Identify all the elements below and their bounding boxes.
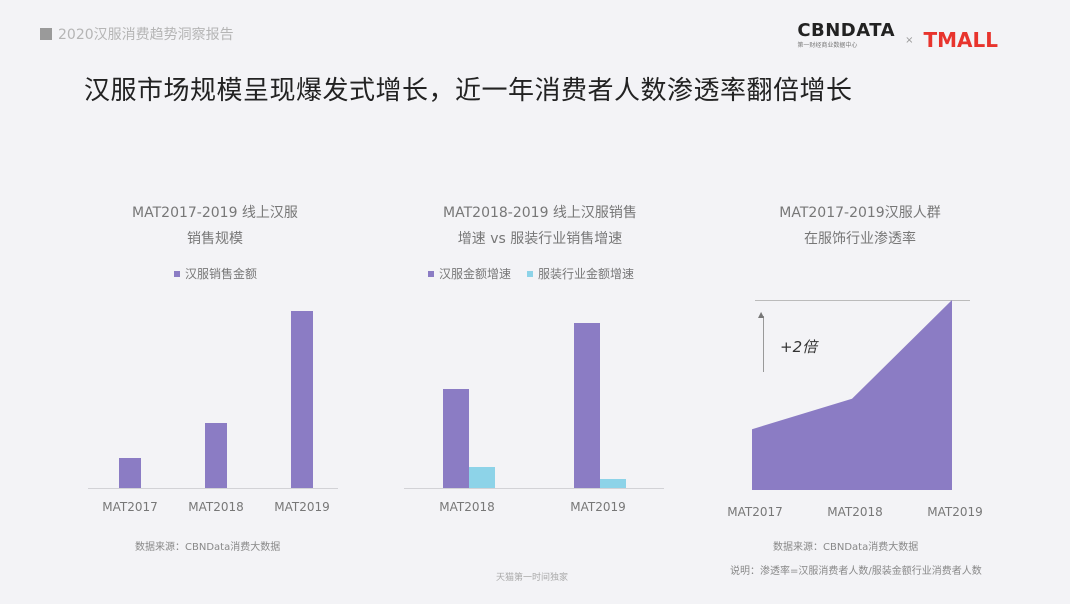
chart2-legend-label-2: 服装行业金额增速 [538, 267, 635, 281]
chart1-xtick-MAT2019: MAT2019 [274, 500, 330, 514]
logo-group: CBNDATA 第一财经商业数据中心 × TMALL [797, 20, 998, 52]
chart3-source: 数据来源：CBNData消费大数据 [773, 542, 919, 553]
chart2-legend-item-1: 汉服金额增速 [428, 265, 511, 282]
chart2-legend-item-2: 服装行业金额增速 [527, 265, 634, 282]
chart2-axis [404, 488, 664, 489]
chart2-xtick-MAT2018: MAT2018 [439, 500, 495, 514]
chart1-xtick-MAT2017: MAT2017 [102, 500, 158, 514]
chart2-legend: 汉服金额增速 服装行业金额增速 [428, 265, 634, 282]
chart3-title: MAT2017-2019汉服人群 在服饰行业渗透率 [735, 200, 985, 252]
report-square-icon [40, 28, 52, 40]
chart3-area-svg [752, 300, 952, 490]
chart2-title-line2: 增速 vs 服装行业销售增速 [457, 231, 623, 247]
chart1-title-line2: 销售规模 [187, 231, 243, 247]
report-tag-text: 2020汉服消费趋势洞察报告 [58, 27, 234, 43]
cbndata-logo: CBNDATA 第一财经商业数据中心 [797, 20, 896, 50]
chart3-xtick-MAT2017: MAT2017 [727, 505, 783, 519]
chart3-xtick-MAT2019: MAT2019 [927, 505, 983, 519]
chart3-annotation: +2倍 [780, 338, 818, 356]
chart1-legend-item: 汉服销售金额 [174, 265, 257, 282]
chart3-note: 说明：渗透率=汉服消费者人数/服装金额行业消费者人数 [730, 566, 982, 577]
chart3-title-line1: MAT2017-2019汉服人群 [779, 205, 941, 221]
chart1-bar-MAT2018 [205, 423, 227, 488]
chart1-xtick-MAT2018: MAT2018 [188, 500, 244, 514]
chart1-bar-MAT2019 [291, 311, 313, 488]
chart2-bar-purple-MAT2019 [574, 322, 600, 488]
arrow-up-icon: ▲ [758, 310, 765, 319]
chart2-title: MAT2018-2019 线上汉服销售 增速 vs 服装行业销售增速 [400, 200, 680, 252]
chart1-source: 数据来源：CBNData消费大数据 [135, 542, 281, 553]
report-tag: 2020汉服消费趋势洞察报告 [40, 24, 234, 44]
chart1-title-line1: MAT2017-2019 线上汉服 [132, 205, 298, 221]
chart3-xtick-MAT2018: MAT2018 [827, 505, 883, 519]
chart2-bar-blue-MAT2019 [600, 478, 626, 488]
chart2-legend-label-1: 汉服金额增速 [439, 267, 512, 281]
chart1-axis [88, 488, 338, 489]
legend-swatch-purple [428, 270, 434, 277]
chart1-legend-label: 汉服销售金额 [185, 267, 258, 281]
chart2-bar-blue-MAT2018 [469, 467, 495, 488]
chart3-top-guide [755, 300, 970, 301]
chart2-xtick-MAT2019: MAT2019 [570, 500, 626, 514]
page-headline: 汉服市场规模呈现爆发式增长，近一年消费者人数渗透率翻倍增长 [84, 76, 853, 106]
legend-swatch-blue [527, 270, 534, 277]
chart1-bar-MAT2017 [119, 457, 141, 488]
chart1-title: MAT2017-2019 线上汉服 销售规模 [90, 200, 340, 252]
chart2-bar-purple-MAT2018 [443, 389, 469, 488]
chart1-legend: 汉服销售金额 [174, 265, 257, 282]
footer-text: 天猫第一时间独家 [496, 573, 569, 583]
cbndata-logo-sub: 第一财经商业数据中心 [797, 42, 858, 49]
chart3-title-line2: 在服饰行业渗透率 [804, 231, 916, 247]
chart3-annotation-line [763, 316, 764, 372]
logo-separator: × [905, 35, 914, 46]
chart2-title-line1: MAT2018-2019 线上汉服销售 [443, 205, 637, 221]
chart3-area [752, 300, 952, 490]
tmall-logo: TMALL [923, 28, 998, 52]
legend-swatch-purple [174, 270, 180, 277]
